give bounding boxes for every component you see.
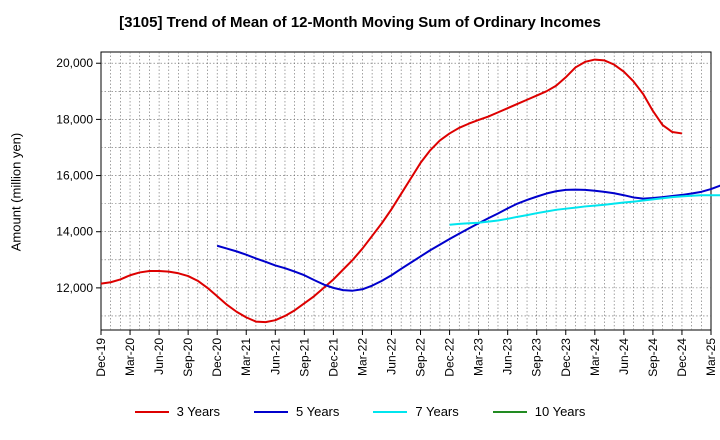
x-tick-label: Jun-22 [384, 338, 398, 375]
y-tick-label: 12,000 [56, 281, 93, 295]
x-axis: Dec-19 Mar-20 Jun-20 Sep-20 Dec-20 Mar-21 Jun-… [94, 330, 718, 377]
x-tick-label: Sep-24 [646, 338, 660, 377]
x-tick-label: Sep-20 [181, 338, 195, 377]
series-line-3-years [100, 58, 683, 324]
x-tick-label: Dec-23 [559, 338, 573, 377]
x-tick-label: Dec-21 [326, 338, 340, 377]
legend-label: 3 Years [176, 404, 220, 419]
x-tick-label: Jun-20 [152, 338, 166, 375]
series-line-5-years [216, 184, 720, 292]
x-tick-label: Mar-25 [704, 338, 718, 376]
legend-label: 10 Years [534, 404, 586, 419]
legend-item: 10 Years [492, 404, 586, 419]
x-tick-label: Mar-22 [355, 338, 369, 376]
y-tick-label: 18,000 [56, 112, 93, 126]
legend-label: 5 Years [296, 404, 340, 419]
x-tick-label: Jun-21 [268, 338, 282, 375]
y-tick-label: 16,000 [56, 169, 93, 183]
legend-item: 7 Years [373, 404, 459, 419]
x-tick-label: Mar-24 [588, 338, 602, 376]
y-axis-label: Amount (million yen) [8, 132, 24, 252]
legend-swatch [492, 410, 527, 413]
chart-title: [3105] Trend of Mean of 12-Month Moving … [119, 14, 601, 31]
x-tick-label: Dec-24 [675, 338, 689, 377]
series-line-7-years [449, 194, 720, 226]
y-tick-label: 20,000 [56, 56, 93, 70]
y-axis: 12,000 14,000 16,000 18,000 20,000 [56, 56, 101, 295]
x-tick-label: Mar-20 [123, 338, 137, 376]
legend-swatch [373, 410, 408, 413]
x-tick-label: Mar-23 [472, 338, 486, 376]
series-layer [100, 58, 720, 324]
x-tick-label: Dec-22 [443, 338, 457, 377]
legend-item: 5 Years [254, 404, 339, 419]
legend-item: 3 Years [134, 404, 220, 419]
legend-swatch [134, 410, 169, 413]
grid [101, 52, 711, 330]
x-tick-label: Jun-23 [501, 338, 515, 375]
x-tick-label: Dec-20 [210, 338, 224, 377]
x-tick-label: Mar-21 [239, 338, 253, 376]
legend-label: 7 Years [415, 404, 459, 419]
x-tick-label: Sep-23 [530, 338, 544, 377]
x-tick-label: Sep-22 [414, 338, 428, 377]
y-tick-label: 14,000 [56, 225, 93, 239]
x-tick-label: Jun-24 [617, 338, 631, 375]
legend: 3 Years 5 Years 7 Years 10 Years [0, 404, 720, 419]
x-tick-label: Sep-21 [297, 338, 311, 377]
x-tick-label: Dec-19 [94, 338, 108, 377]
legend-swatch [254, 410, 288, 413]
plot-area [100, 51, 712, 331]
